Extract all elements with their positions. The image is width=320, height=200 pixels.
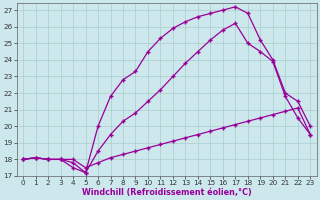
X-axis label: Windchill (Refroidissement éolien,°C): Windchill (Refroidissement éolien,°C) — [82, 188, 252, 197]
